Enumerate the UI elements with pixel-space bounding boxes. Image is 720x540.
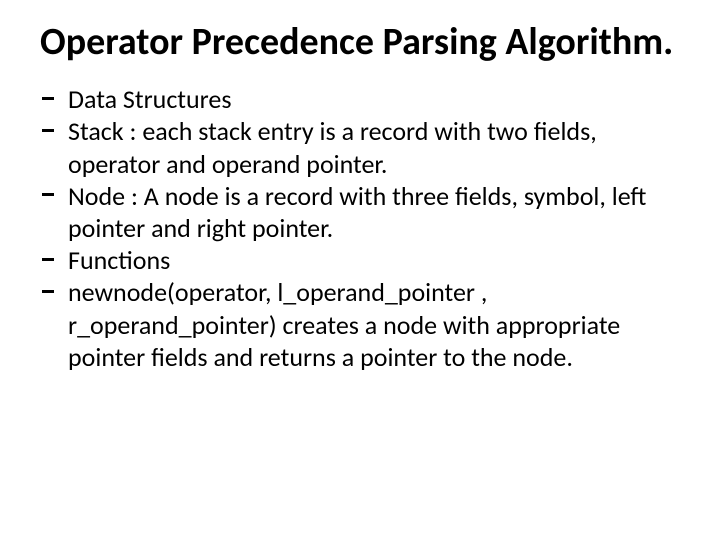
bullet-list: Data Structures Stack : each stack entry…: [40, 83, 680, 373]
list-item: Data Structures: [40, 83, 680, 115]
list-item: newnode(operator, l_operand_pointer , r_…: [40, 276, 680, 373]
list-item: Stack : each stack entry is a record wit…: [40, 115, 680, 179]
list-item: Node : A node is a record with three fie…: [40, 180, 680, 244]
list-item: Functions: [40, 244, 680, 276]
slide-title: Operator Precedence Parsing Algorithm.: [40, 22, 680, 63]
slide: Operator Precedence Parsing Algorithm. D…: [0, 0, 720, 540]
